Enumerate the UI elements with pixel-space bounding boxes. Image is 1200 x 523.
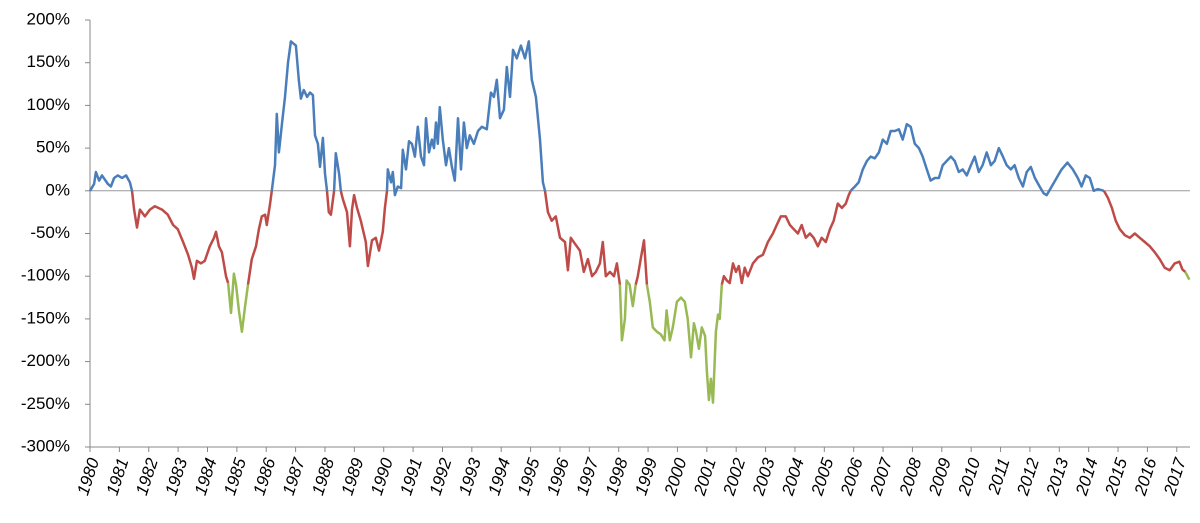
- y-tick-label: -200%: [21, 351, 70, 370]
- y-tick-label: 150%: [27, 52, 70, 71]
- line-segment: [1102, 190, 1187, 273]
- x-tick-label: 2005: [807, 455, 837, 498]
- y-tick-label: -300%: [21, 436, 70, 455]
- x-tick-label: 2006: [837, 455, 867, 498]
- x-tick-label: 1989: [338, 455, 368, 497]
- x-tick-label: 2001: [690, 456, 720, 499]
- line-segment: [1184, 271, 1191, 281]
- line-segment: [634, 239, 649, 285]
- line-segment: [543, 190, 622, 285]
- y-tick-label: 200%: [27, 9, 70, 28]
- x-tick-label: 1998: [602, 455, 632, 497]
- y-tick-label: 50%: [36, 138, 70, 157]
- line-segment: [849, 122, 1105, 197]
- line-segment: [332, 151, 343, 191]
- x-tick-label: 1981: [103, 456, 133, 498]
- x-tick-label: 1994: [485, 456, 515, 498]
- x-tick-label: 1999: [631, 455, 661, 497]
- line-segment: [88, 170, 134, 192]
- line-segment: [618, 279, 637, 342]
- line-segment: [385, 40, 547, 197]
- x-tick-label: 1990: [367, 455, 397, 497]
- x-tick-label: 1996: [543, 455, 573, 497]
- x-tick-label: 1982: [132, 455, 162, 497]
- y-tick-label: -100%: [21, 266, 70, 285]
- x-tick-label: 2002: [719, 455, 749, 498]
- x-tick-label: 1997: [573, 455, 603, 497]
- x-tick-label: 2007: [866, 455, 896, 498]
- x-tick-label: 2000: [660, 455, 690, 498]
- x-tick-label: 2010: [954, 455, 984, 498]
- x-tick-label: 2014: [1072, 456, 1102, 499]
- x-tick-label: 1980: [73, 455, 103, 497]
- x-tick-label: 2015: [1101, 455, 1131, 498]
- line-segment: [246, 190, 274, 285]
- x-tick-label: 1985: [220, 455, 250, 497]
- x-tick-label: 1983: [161, 455, 191, 497]
- x-tick-label: 1986: [250, 455, 280, 497]
- x-tick-label: 1984: [191, 456, 221, 498]
- line-segment: [325, 190, 336, 216]
- x-tick-label: 2011: [984, 456, 1014, 498]
- x-tick-label: 1987: [279, 455, 309, 497]
- x-tick-label: 1995: [514, 455, 544, 497]
- line-segment: [645, 284, 724, 404]
- x-tick-label: 2008: [895, 455, 925, 498]
- x-tick-label: 2004: [778, 456, 808, 499]
- line-segment: [339, 190, 389, 268]
- y-tick-label: -50%: [30, 223, 70, 242]
- x-tick-label: 2009: [925, 455, 955, 498]
- line-segment: [226, 272, 250, 333]
- y-tick-label: -150%: [21, 308, 70, 327]
- x-tick-label: 2013: [1042, 455, 1072, 498]
- x-tick-label: 2017: [1160, 455, 1190, 498]
- line-segment: [270, 40, 329, 191]
- line-segment: [130, 190, 230, 284]
- line-segment: [720, 190, 852, 285]
- x-tick-label: 2003: [749, 455, 779, 498]
- x-tick-label: 2016: [1130, 455, 1160, 498]
- y-tick-label: 0%: [45, 180, 70, 199]
- x-tick-label: 1988: [308, 455, 338, 497]
- x-tick-label: 1992: [426, 455, 456, 497]
- y-tick-label: 100%: [27, 95, 70, 114]
- y-tick-label: -250%: [21, 394, 70, 413]
- x-tick-label: 2012: [1013, 455, 1043, 498]
- x-tick-label: 1993: [455, 455, 485, 497]
- x-tick-label: 1991: [396, 456, 426, 498]
